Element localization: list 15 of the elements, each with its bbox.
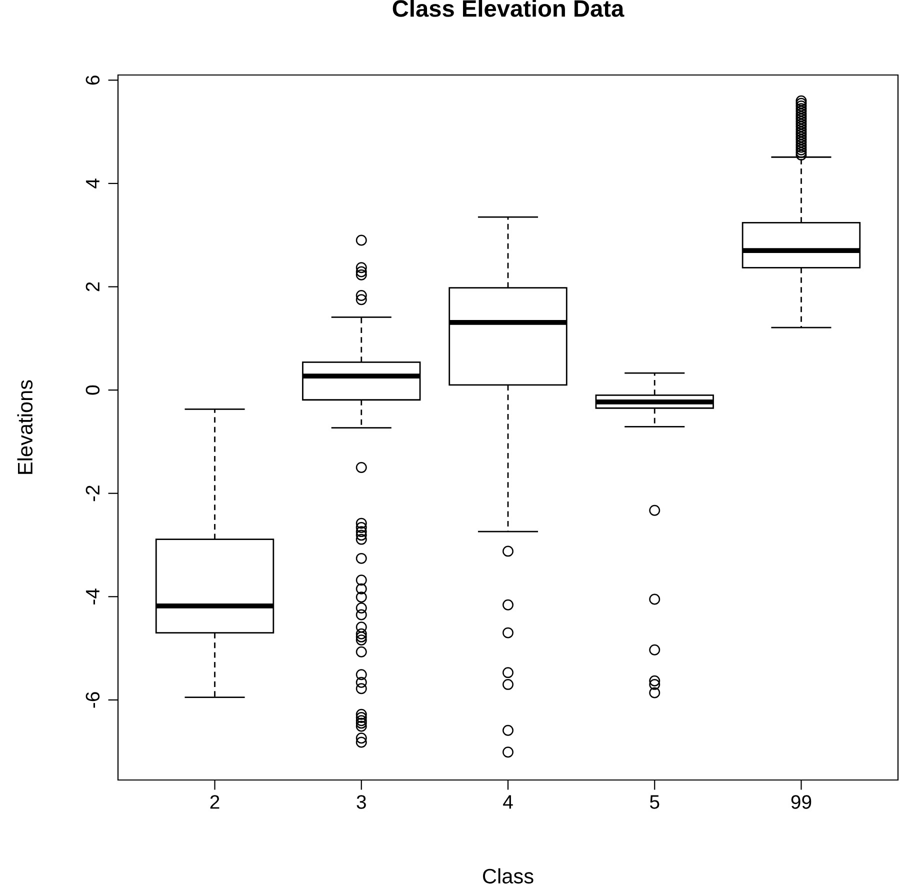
y-tick-label: 6 (86, 76, 100, 85)
y-tick-label: -4 (86, 588, 100, 604)
x-tick-label: 4 (503, 795, 513, 809)
y-axis-title: Elevations (17, 380, 33, 474)
y-tick-label: 2 (86, 282, 100, 292)
x-tick-label: 2 (210, 795, 220, 809)
x-axis-title: Class (483, 868, 534, 884)
y-tick-label: 4 (86, 178, 100, 188)
y-tick-label: 0 (86, 385, 100, 395)
chart-title: Class Elevation Data (392, 0, 624, 17)
x-tick-label: 3 (356, 795, 366, 809)
x-tick-label: 5 (650, 795, 660, 809)
y-tick-label: -6 (86, 692, 100, 708)
x-tick-label: 99 (791, 795, 812, 809)
y-tick-label: -2 (86, 486, 100, 502)
